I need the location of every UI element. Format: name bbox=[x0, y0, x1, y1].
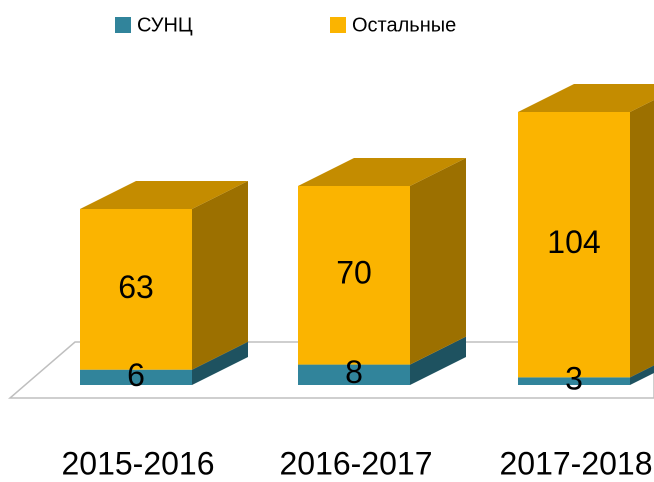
data-label: 6 bbox=[127, 357, 145, 393]
bar-side bbox=[410, 336, 466, 385]
legend-swatch bbox=[115, 17, 131, 33]
bar bbox=[80, 369, 192, 385]
bar bbox=[298, 364, 410, 385]
bar-side bbox=[192, 180, 248, 370]
bar-side bbox=[630, 365, 654, 385]
data-label: 104 bbox=[547, 224, 600, 260]
floor bbox=[7, 341, 654, 399]
bar bbox=[80, 208, 192, 370]
bar bbox=[298, 185, 410, 365]
bar-side bbox=[410, 157, 466, 365]
data-label: 3 bbox=[565, 361, 583, 397]
bar-top bbox=[80, 180, 248, 209]
data-label: 63 bbox=[118, 269, 154, 305]
x-tick-label: 2017-2018 bbox=[499, 445, 652, 481]
bar-side bbox=[630, 100, 654, 378]
bar-top bbox=[298, 157, 466, 186]
bar-side bbox=[192, 341, 248, 385]
legend-swatch bbox=[330, 17, 346, 33]
data-label: 70 bbox=[336, 255, 372, 291]
data-label: 8 bbox=[345, 354, 363, 390]
legend-label: Остальные bbox=[352, 14, 456, 36]
x-tick-label: 2015-2016 bbox=[61, 445, 214, 481]
bar bbox=[518, 112, 630, 378]
bar-top bbox=[518, 84, 654, 112]
bar bbox=[518, 377, 630, 385]
x-tick-label: 2016-2017 bbox=[279, 445, 432, 481]
legend-label: СУНЦ bbox=[137, 14, 193, 36]
